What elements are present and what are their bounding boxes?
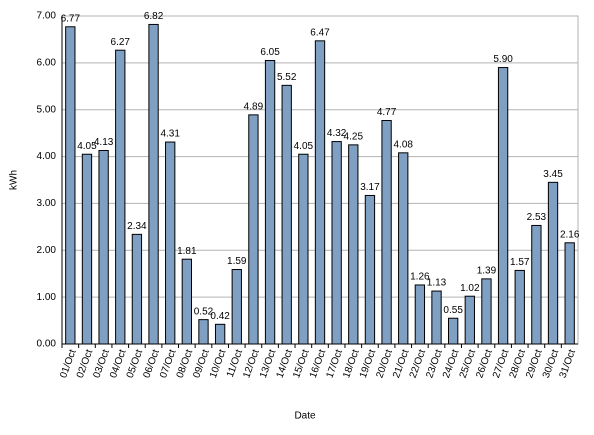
bar [281,84,292,345]
bar [398,152,409,345]
data-label: 1.39 [477,266,497,277]
data-label: 2.16 [560,229,580,240]
data-label: 4.32 [327,128,347,139]
data-label: 5.52 [277,72,297,83]
x-axis-label: Date [294,411,316,422]
bar [431,290,442,345]
bar [231,268,242,345]
data-label: 1.02 [460,283,480,294]
bar [148,23,159,345]
y-tick-label: 0.00 [37,339,57,350]
bar [364,194,376,345]
data-label: 1.26 [410,272,430,283]
bar [264,60,276,345]
bar [198,319,209,345]
data-label: 2.53 [527,212,547,223]
bar [65,26,76,345]
bar [531,224,542,345]
data-label: 6.47 [310,27,330,38]
bar [381,119,392,345]
data-label: 4.08 [393,139,413,150]
data-label: 2.34 [127,221,147,232]
data-label: 0.55 [443,305,463,316]
data-label: 5.90 [493,54,513,65]
y-tick-label: 3.00 [37,198,57,209]
y-tick-label: 6.00 [37,57,57,68]
data-label: 4.25 [344,131,364,142]
bar [314,40,326,345]
y-tick-label: 2.00 [37,245,57,256]
bar [414,284,426,345]
data-label: 4.13 [94,137,114,148]
bar [448,317,459,345]
data-label: 4.77 [377,107,397,118]
data-label: 1.13 [427,278,447,289]
bar [248,114,259,345]
data-label: 1.81 [177,246,197,257]
data-label: 0.42 [210,311,230,322]
data-label: 6.77 [61,13,81,24]
bar [514,269,525,345]
y-tick-label: 5.00 [37,104,57,115]
y-tick-label: 1.00 [37,292,57,303]
bar [464,295,475,345]
bar [214,323,226,345]
bar [497,67,509,345]
y-tick-label: 7.00 [37,11,57,22]
y-axis-label: kWh [9,170,20,190]
data-label: 4.05 [77,141,97,152]
bar [547,181,559,345]
data-label: 3.17 [360,182,380,193]
data-label: 3.45 [543,169,563,180]
data-label: 6.05 [260,47,280,58]
bar [181,258,192,345]
data-label: 6.82 [144,11,164,22]
data-label: 6.27 [111,37,131,48]
bar [348,144,359,345]
bar [165,141,176,345]
bar [298,153,309,345]
bar [131,233,143,345]
data-label: 0.52 [194,306,214,317]
data-label: 4.31 [160,129,180,140]
data-label: 1.59 [227,256,247,267]
data-label: 1.57 [510,257,530,268]
data-label: 4.05 [294,141,314,152]
data-label: 4.89 [244,102,264,113]
bar [115,49,126,345]
bar [564,242,575,345]
y-tick-label: 4.00 [37,151,57,162]
bar [81,153,93,345]
bar [98,149,109,345]
bar [481,278,492,345]
bar [331,141,342,345]
